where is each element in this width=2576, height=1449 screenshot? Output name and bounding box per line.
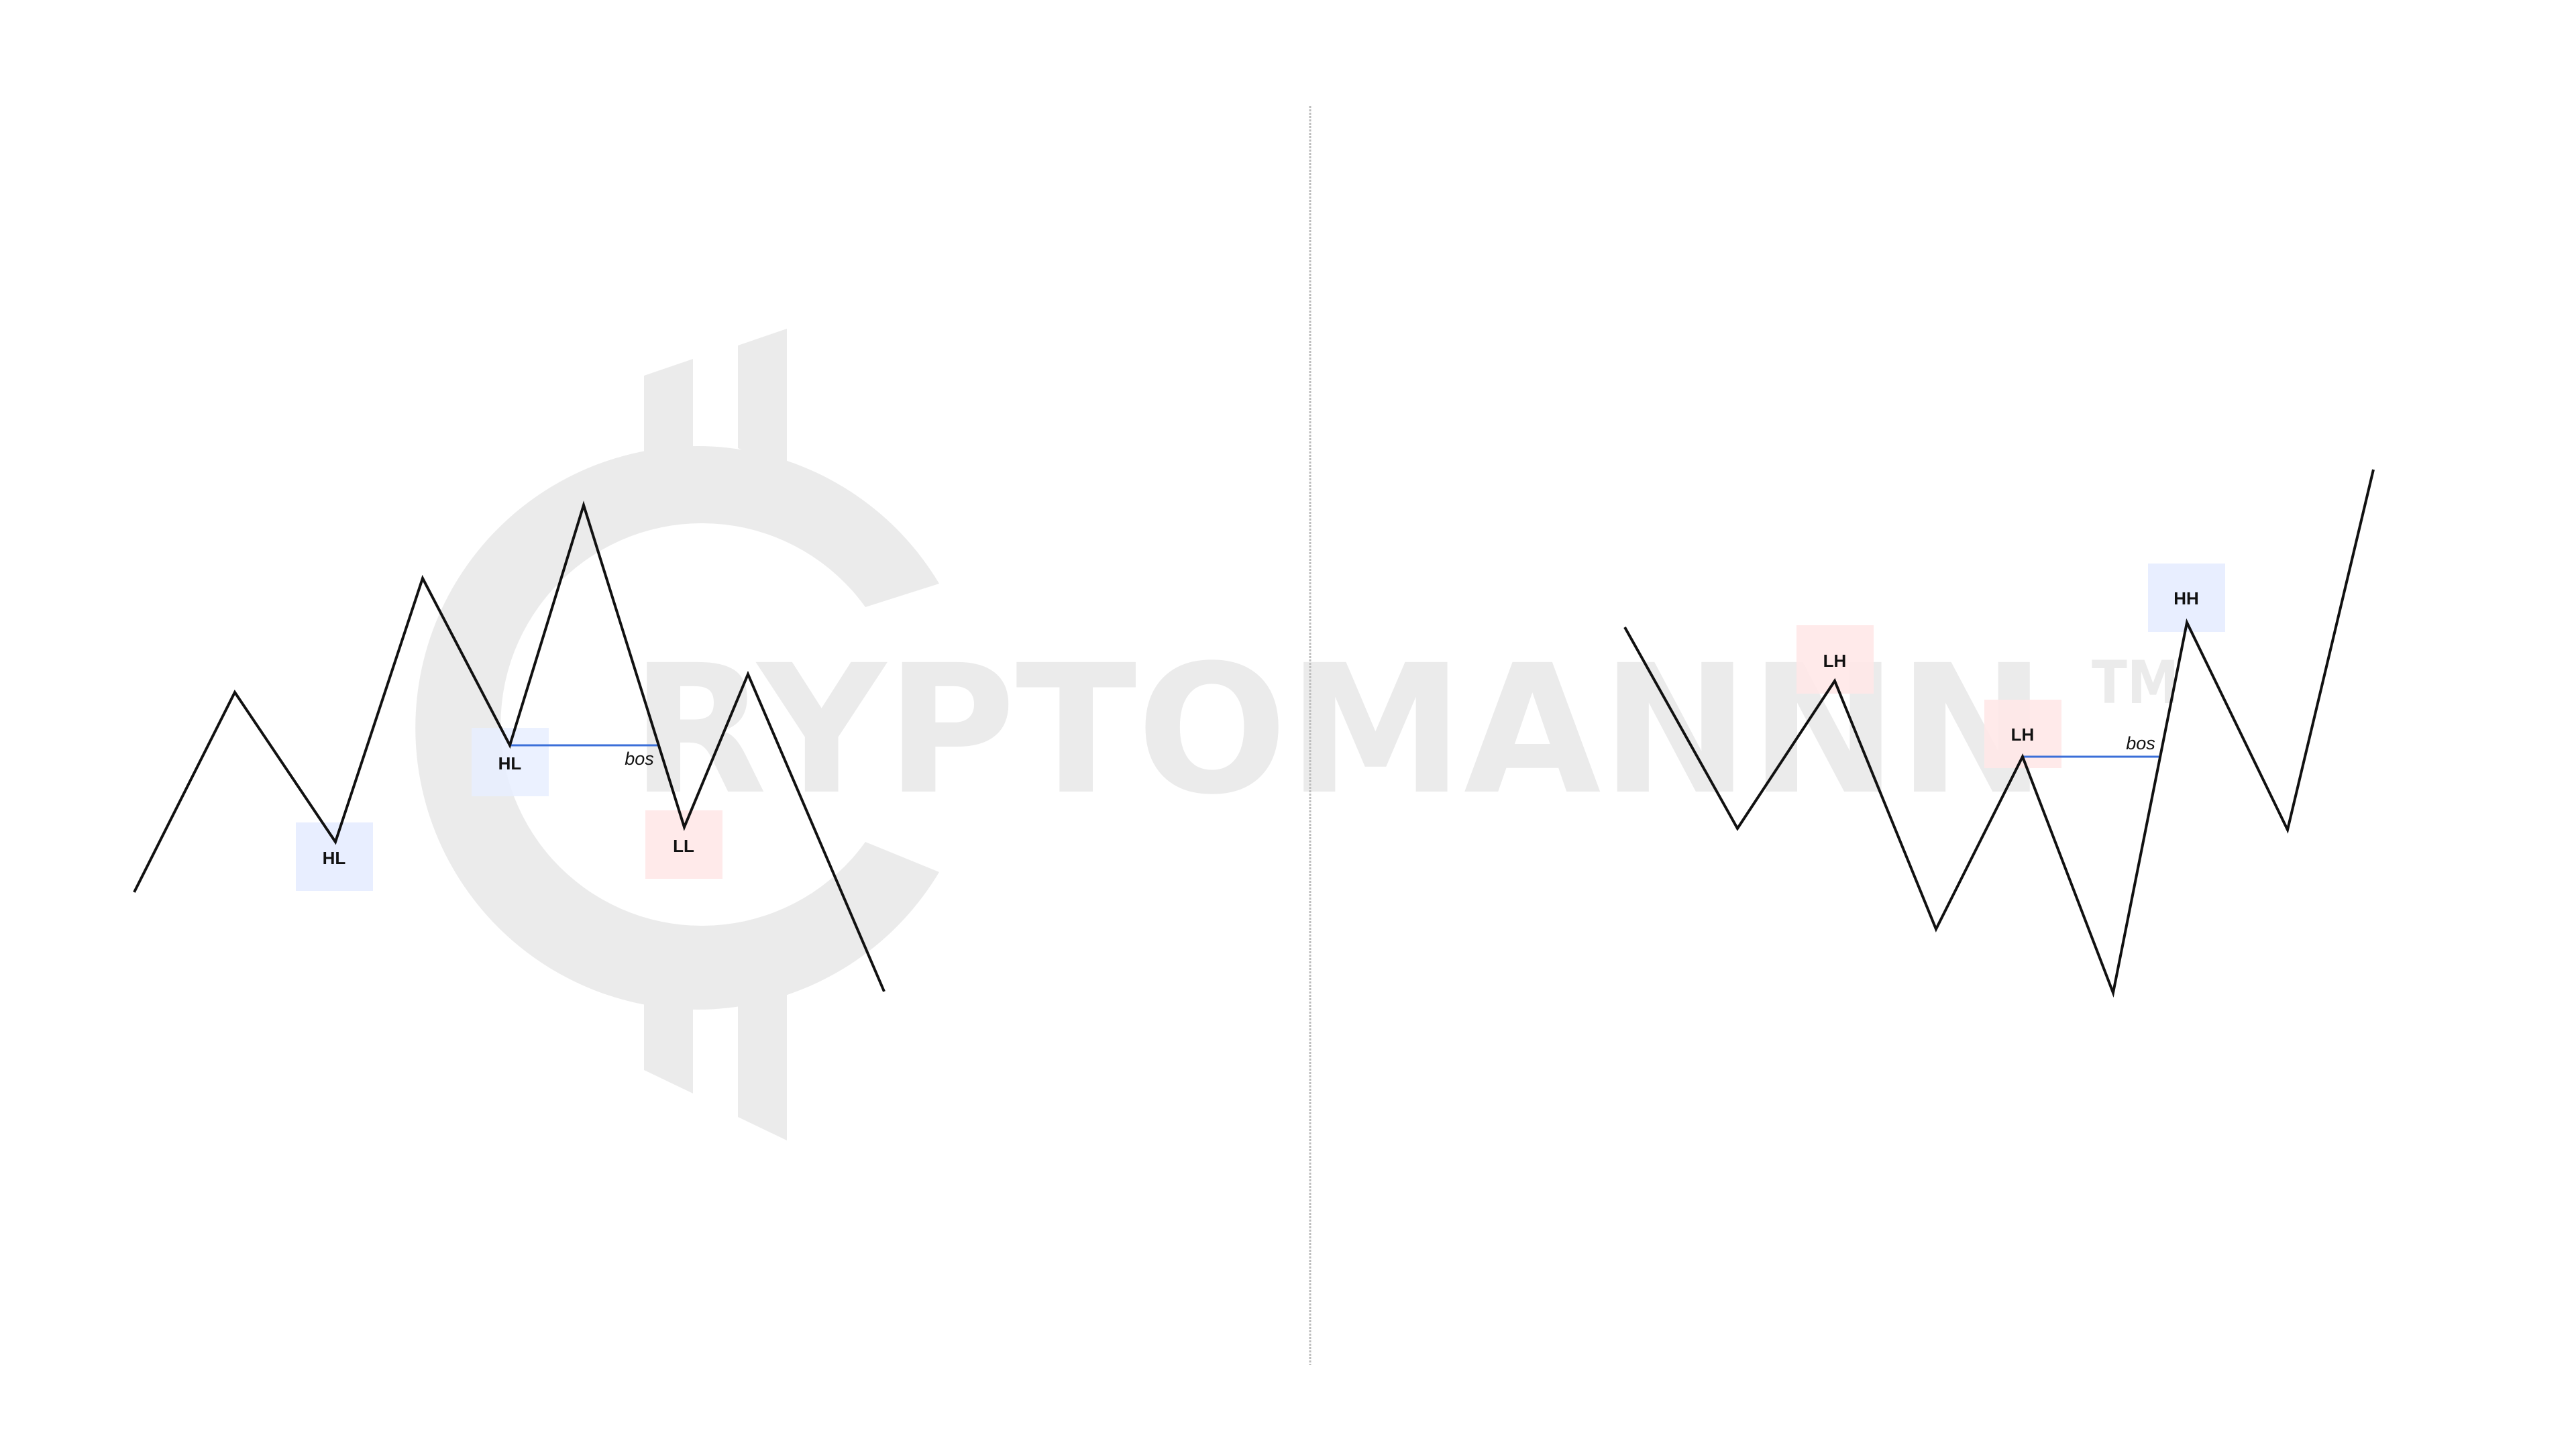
left-price-path bbox=[133, 500, 885, 992]
left-diagram: HL HL LL bos bbox=[133, 500, 885, 992]
logo-bar-top-right bbox=[738, 329, 787, 470]
logo-bar-bottom-left bbox=[644, 1000, 693, 1093]
left-label-3: LL bbox=[673, 836, 694, 856]
left-label-box-1 bbox=[296, 822, 373, 891]
right-label-3: HH bbox=[2174, 588, 2199, 608]
logo-bar-bottom-right bbox=[738, 986, 787, 1140]
watermark-trademark: TM bbox=[2092, 648, 2179, 717]
left-bos-label: bos bbox=[625, 749, 654, 769]
left-label-1: HL bbox=[323, 848, 346, 868]
right-label-1: LH bbox=[1823, 651, 1847, 671]
logo-bar-top-left bbox=[644, 359, 693, 463]
right-price-path bbox=[1623, 469, 2375, 998]
logo-c-ring bbox=[415, 446, 939, 1010]
right-diagram: LH LH HH bos bbox=[1623, 469, 2375, 998]
left-label-box-2 bbox=[472, 728, 549, 796]
right-label-2: LH bbox=[2011, 724, 2035, 745]
left-label-2: HL bbox=[498, 753, 522, 773]
cryptomannn-logo-icon bbox=[415, 329, 939, 1140]
right-bos-label: bos bbox=[2126, 733, 2155, 753]
